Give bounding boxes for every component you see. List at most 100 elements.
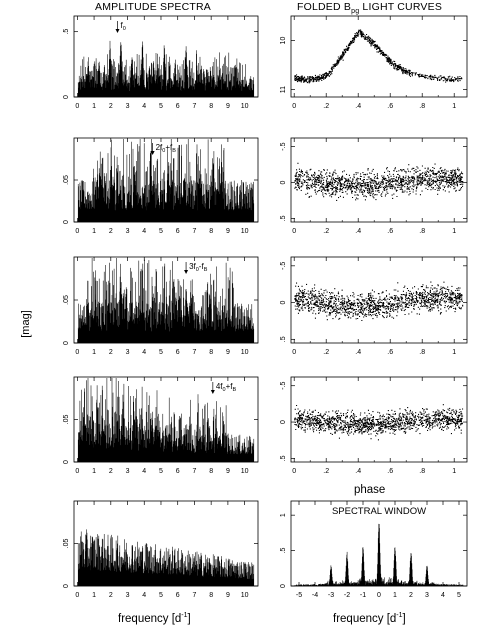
folded-light-curve-1-points xyxy=(294,29,463,84)
amplitude-spectrum-5-xtick-label: 5 xyxy=(159,592,163,599)
amplitude-spectrum-2-xtick-label: 7 xyxy=(192,228,196,235)
spectral-window-xtick-label: 0 xyxy=(377,592,381,599)
amplitude-spectrum-4-xtick-label: 2 xyxy=(109,468,113,475)
amplitude-spectrum-1-xtick-label: 6 xyxy=(176,103,180,110)
folded-light-curve-2-xtick-label: .8 xyxy=(419,228,425,235)
folded-light-curve-3-xtick-label: .8 xyxy=(419,349,425,356)
spectral-window-spectrum-trace xyxy=(294,523,464,586)
amplitude-spectrum-3-xtick-label: 4 xyxy=(142,349,146,356)
amplitude-spectrum-4-spectrum-trace xyxy=(77,378,255,462)
amplitude-spectrum-3-spectrum-trace xyxy=(77,258,255,343)
folded-light-curve-2-xtick-label: .6 xyxy=(387,228,393,235)
frequency-axis-label-right: frequency [d-1] xyxy=(333,612,406,625)
amplitude-spectrum-4-ytick-label: .05 xyxy=(63,415,70,425)
spectral-window-title: SPECTRAL WINDOW xyxy=(332,506,426,517)
amplitude-spectrum-2-xtick-label: 3 xyxy=(126,228,130,235)
amplitude-spectrum-1-ytick-label: .5 xyxy=(63,29,70,35)
amplitude-spectrum-1-xtick-label: 8 xyxy=(209,103,213,110)
amplitude-spectrum-2-xtick-label: 2 xyxy=(109,228,113,235)
folded-light-curve-2-points xyxy=(294,162,464,201)
amplitude-spectrum-2-spectrum-trace xyxy=(77,139,255,222)
amplitude-spectrum-3-xtick-label: 2 xyxy=(109,349,113,356)
amplitude-spectrum-5-xtick-label: 0 xyxy=(75,592,79,599)
spectral-window-ytick-label: .5 xyxy=(280,548,287,554)
amplitude-spectrum-2-ytick-label: 0 xyxy=(63,220,70,224)
folded-light-curve-3-xtick-label: .2 xyxy=(323,349,329,356)
folded-light-curve-1-xtick-label: .4 xyxy=(355,103,361,110)
amplitude-spectrum-2-annotation-arrowhead xyxy=(150,151,155,155)
spectral-window-xtick-label: 2 xyxy=(409,592,413,599)
amplitude-spectrum-2-xtick-label: 0 xyxy=(75,228,79,235)
folded-light-curve-4-ytick-label: -.5 xyxy=(280,382,287,390)
folded-light-curve-1-frame xyxy=(290,15,468,98)
amplitude-spectrum-3-xtick-label: 10 xyxy=(241,349,249,356)
folded-light-curve-3-frame xyxy=(290,256,468,344)
amplitude-spectrum-3-xtick-label: 0 xyxy=(75,349,79,356)
amplitude-spectrum-4-annotation-arrowhead xyxy=(210,390,215,394)
folded-light-curve-4-ytick-label: 0 xyxy=(280,420,287,424)
amplitude-spectrum-5-xtick-label: 10 xyxy=(241,592,249,599)
amplitude-spectrum-3-xtick-label: 1 xyxy=(92,349,96,356)
amplitude-spectrum-1-xtick-label: 7 xyxy=(192,103,196,110)
amplitude-spectrum-1-annotation-arrowhead xyxy=(115,29,120,33)
amplitude-spectrum-2-peak-annotation: 2f0+fB xyxy=(156,143,177,154)
folded-light-curve-1-ytick-label: 10 xyxy=(280,37,287,45)
amplitude-spectrum-1-spectrum-trace xyxy=(77,40,255,97)
amplitude-spectrum-4-xtick-label: 0 xyxy=(75,468,79,475)
amplitude-spectrum-1-peak-annotation: f0 xyxy=(120,21,125,32)
amplitude-spectrum-4-xtick-label: 4 xyxy=(142,468,146,475)
amplitude-spectrum-2-xtick-label: 10 xyxy=(241,228,249,235)
folded-light-curve-4-xtick-label: .6 xyxy=(387,468,393,475)
spectral-window-xtick-label: 4 xyxy=(441,592,445,599)
amplitude-spectrum-4-ytick-label: 0 xyxy=(63,460,70,464)
amplitude-spectrum-2-xtick-label: 1 xyxy=(92,228,96,235)
amplitude-spectrum-5-xtick-label: 8 xyxy=(209,592,213,599)
amplitude-spectrum-4-xtick-label: 3 xyxy=(126,468,130,475)
amplitude-spectrum-1-xtick-label: 2 xyxy=(109,103,113,110)
amplitude-spectrum-3-peak-annotation: 3f0-fB xyxy=(189,262,208,273)
folded-light-curve-2-xtick-label: .4 xyxy=(355,228,361,235)
folded-light-curve-2-ytick-label: -.5 xyxy=(280,142,287,150)
amplitude-spectrum-3-ytick-label: .05 xyxy=(63,295,70,305)
folded-light-curve-2-ytick-label: 0 xyxy=(280,180,287,184)
spectral-window-xtick-label: -1 xyxy=(360,592,366,599)
amplitude-spectrum-4-xtick-label: 10 xyxy=(241,468,249,475)
amplitude-spectrum-5-xtick-label: 9 xyxy=(226,592,230,599)
folded-light-curve-4-xtick-label: .4 xyxy=(355,468,361,475)
amplitude-spectrum-2-xtick-label: 4 xyxy=(142,228,146,235)
amplitude-spectrum-5-xtick-label: 6 xyxy=(176,592,180,599)
amplitude-spectrum-2-ytick-label: .05 xyxy=(63,175,70,185)
amplitude-spectrum-4-peak-annotation: 4f0+fB xyxy=(216,382,237,393)
amplitude-spectrum-3-ytick-label: 0 xyxy=(63,341,70,345)
amplitude-spectrum-4-xtick-label: 1 xyxy=(92,468,96,475)
folded-light-curve-3-ytick-label: -.5 xyxy=(280,262,287,270)
amplitude-spectrum-5-ytick-label: 0 xyxy=(63,584,70,588)
amplitude-spectrum-5-xtick-label: 7 xyxy=(192,592,196,599)
amplitude-spectrum-1-xtick-label: 5 xyxy=(159,103,163,110)
amplitude-spectrum-3-annotation-arrowhead xyxy=(184,270,189,274)
folded-light-curve-2-xtick-label: .2 xyxy=(323,228,329,235)
folded-light-curve-4-frame xyxy=(290,376,468,463)
folded-light-curve-1-xtick-label: .8 xyxy=(419,103,425,110)
folded-light-curve-3-ytick-label: .5 xyxy=(280,336,287,342)
folded-light-curve-3-xtick-label: 0 xyxy=(292,349,296,356)
amplitude-spectrum-5-xtick-label: 4 xyxy=(142,592,146,599)
spectral-window-ytick-label: 0 xyxy=(280,584,287,588)
folded-light-curve-1-xtick-label: 0 xyxy=(292,103,296,110)
amplitude-spectrum-1-xtick-label: 4 xyxy=(142,103,146,110)
folded-light-curve-3-xtick-label: 1 xyxy=(452,349,456,356)
folded-light-curve-1-xtick-label: .6 xyxy=(387,103,393,110)
spectral-window-xtick-label: -2 xyxy=(344,592,350,599)
frequency-axis-label-left: frequency [d-1] xyxy=(118,612,191,625)
spectral-window-xtick-label: 5 xyxy=(457,592,461,599)
folded-light-curve-2-xtick-label: 0 xyxy=(292,228,296,235)
folded-light-curve-4-points xyxy=(294,404,464,441)
folded-light-curve-3-xtick-label: .6 xyxy=(387,349,393,356)
spectral-window-xtick-label: -3 xyxy=(328,592,334,599)
folded-light-curve-4-xtick-label: .8 xyxy=(419,468,425,475)
amplitude-spectrum-1-xtick-label: 9 xyxy=(226,103,230,110)
folded-light-curve-4-xtick-label: 1 xyxy=(452,468,456,475)
folded-light-curve-1-ytick-label: 11 xyxy=(280,86,287,93)
amplitude-spectrum-3-xtick-label: 9 xyxy=(226,349,230,356)
